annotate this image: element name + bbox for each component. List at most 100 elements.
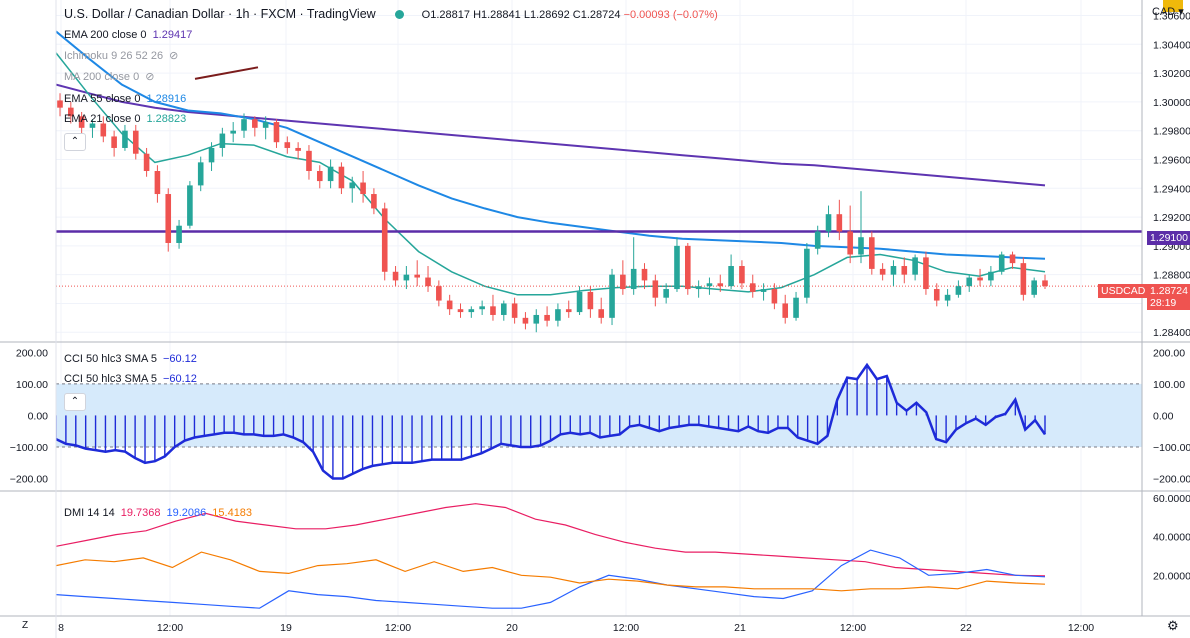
ohlc-values: O1.28817 H1.28841 L1.28692 C1.28724 −0.0…: [422, 9, 718, 21]
close-value: C1.28724: [572, 9, 621, 21]
candle-body: [544, 314, 550, 321]
price-tick-label: 1.29800: [1153, 126, 1190, 138]
symbol-title[interactable]: U.S. Dollar / Canadian Dollar · 1h · FXC…: [64, 7, 376, 21]
indicator-label: EMA 200 close 0: [64, 29, 147, 41]
collapse-cci-legend-button[interactable]: ⌃: [64, 393, 86, 411]
price-tick-label: 1.30600: [1153, 11, 1190, 23]
candle-body: [316, 171, 323, 182]
cci-tick-label: −200.00: [1153, 474, 1190, 486]
indicator-value: 1.28916: [146, 93, 187, 105]
candle-body: [327, 166, 334, 182]
indicator-ma200[interactable]: MA 200 close 0 ⊘: [64, 70, 160, 84]
candle-body: [208, 147, 215, 163]
time-tick-label: 20: [506, 622, 518, 634]
candle-body: [977, 277, 983, 281]
candle-body: [988, 271, 994, 281]
dmi-tick-label: 40.0000: [1153, 532, 1190, 544]
time-tick-label: 12:00: [1068, 622, 1094, 634]
candle-body: [154, 171, 161, 195]
indicator-label: MA 200 close 0: [64, 71, 140, 83]
price-tick-label: 1.28400: [1153, 327, 1190, 339]
candle-body: [479, 306, 485, 310]
price-tick-label: 1.30400: [1153, 39, 1190, 51]
candle-body: [836, 214, 843, 232]
candle-body: [879, 268, 886, 275]
ema200-line: [56, 83, 1046, 187]
indicator-ema200[interactable]: EMA 200 close 0 1.29417: [64, 28, 198, 42]
price-tick-label: 1.28800: [1153, 270, 1190, 282]
ma200-line: [194, 66, 259, 80]
candle-body: [436, 286, 442, 301]
candle-body: [739, 266, 745, 284]
time-tick-label: 12:00: [385, 622, 411, 634]
candle-body: [457, 309, 464, 313]
cci-legend-2[interactable]: CCI 50 hlc3 SMA 5 −60.12: [64, 372, 203, 386]
cci-tick-label: 0.00: [1153, 410, 1174, 422]
gear-icon[interactable]: ⚙: [1167, 618, 1179, 633]
candle-body: [100, 123, 107, 137]
indicator-value: 1.29417: [152, 29, 193, 41]
candle-body: [760, 289, 767, 292]
candle-body: [706, 283, 713, 287]
candle-body: [847, 231, 853, 255]
cci-label: CCI 50 hlc3 SMA 5: [64, 373, 157, 385]
candle-body: [555, 309, 561, 321]
indicator-ichimoku[interactable]: Ichimoku 9 26 52 26 ⊘: [64, 49, 184, 63]
candle-body: [858, 237, 864, 255]
grid: [56, 0, 1142, 616]
cci-tick-label-left: −100.00: [10, 442, 48, 454]
indicator-label: EMA 21 close 0: [64, 113, 141, 125]
candle-body: [717, 283, 724, 287]
candle-body: [78, 116, 85, 128]
high-value: H1.28841: [473, 9, 521, 21]
minus-di-value: 19.2086: [166, 507, 207, 519]
eye-off-icon[interactable]: ⊘: [145, 71, 155, 83]
candle-body: [143, 153, 150, 171]
candle-body: [284, 142, 291, 148]
candle-body: [620, 274, 626, 290]
candle-body: [446, 300, 453, 310]
indicator-ema21[interactable]: EMA 21 close 0 1.28823: [64, 112, 192, 126]
candle-body: [425, 277, 431, 287]
cci-line: [56, 362, 1047, 480]
candle-body: [381, 208, 388, 272]
candle-body: [923, 257, 929, 290]
candle-body: [641, 268, 648, 281]
candle-body: [933, 289, 940, 301]
countdown: 28:19: [1150, 297, 1177, 309]
currency-selector[interactable]: CAD ▾: [1152, 6, 1184, 18]
logo-icon: [1163, 0, 1183, 12]
cci-legend-1[interactable]: CCI 50 hlc3 SMA 5 −60.12: [64, 352, 203, 366]
candle-body: [804, 248, 810, 298]
dmi-tick-label: 20.0000: [1153, 570, 1190, 582]
plus-di-line: [56, 503, 1046, 577]
candle-body: [587, 291, 594, 310]
dmi-legend[interactable]: DMI 14 14 19.7368 19.2086 15.4183: [64, 506, 258, 520]
candle-body: [490, 306, 496, 315]
dmi-label: DMI 14 14: [64, 507, 115, 519]
candle-body: [57, 100, 63, 108]
candle-body: [500, 303, 507, 315]
cci-label: CCI 50 hlc3 SMA 5: [64, 353, 157, 365]
eye-off-icon[interactable]: ⊘: [169, 50, 179, 62]
collapse-legend-button[interactable]: ⌃: [64, 133, 86, 151]
candle-body: [771, 289, 778, 304]
price-tick-label: 1.29600: [1153, 154, 1190, 166]
candle-body: [869, 237, 875, 269]
price-tick-label: 1.30000: [1153, 97, 1190, 109]
time-tick-label: 12:00: [840, 622, 866, 634]
timezone-button[interactable]: Z: [22, 620, 29, 631]
candle-body: [1020, 263, 1027, 295]
cci-tick-label-left: 100.00: [16, 379, 48, 391]
indicator-label: EMA 55 close 0: [64, 93, 141, 105]
price-tick-label: 1.29400: [1153, 183, 1190, 195]
indicator-value: 1.28823: [146, 113, 187, 125]
price-tick-label: 1.29200: [1153, 212, 1190, 224]
candle-body: [825, 214, 832, 232]
candle-body: [349, 182, 356, 189]
adx-value: 15.4183: [212, 507, 253, 519]
candle-body: [533, 314, 540, 324]
indicator-ema55[interactable]: EMA 55 close 0 1.28916: [64, 92, 192, 106]
